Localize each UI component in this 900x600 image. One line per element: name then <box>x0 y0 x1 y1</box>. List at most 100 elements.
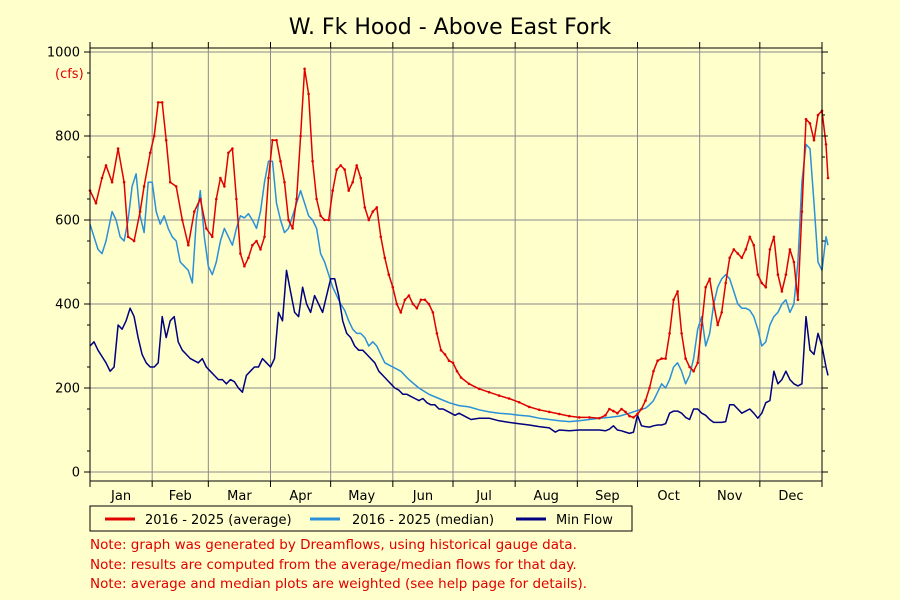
series-line-min-flow <box>89 269 829 435</box>
data-point-average <box>181 218 184 222</box>
data-point-average <box>323 218 326 222</box>
data-point-average <box>644 399 647 402</box>
data-point-average <box>363 206 367 209</box>
legend-label-min-flow: Min Flow <box>556 513 613 528</box>
data-point-average <box>628 414 631 418</box>
data-point-average <box>676 290 679 293</box>
data-point-average <box>351 180 355 184</box>
data-point-average <box>403 298 407 302</box>
data-point-average <box>598 416 601 420</box>
data-point-average <box>640 407 643 411</box>
data-point-average <box>279 159 282 163</box>
data-point-average <box>379 235 383 239</box>
data-point-average <box>423 298 427 302</box>
x-tick-label: Mar <box>227 489 252 504</box>
series-layer <box>88 67 830 435</box>
x-tick-label: May <box>348 489 375 504</box>
x-tick-label: Jun <box>412 489 433 504</box>
data-point-average <box>126 235 130 239</box>
legend: 2016 - 2025 (average) 2016 - 2025 (media… <box>89 505 633 532</box>
data-point-average <box>517 401 521 404</box>
data-point-average <box>527 405 531 409</box>
data-point-average <box>447 359 451 363</box>
data-point-average <box>205 227 208 230</box>
data-point-average <box>375 206 379 209</box>
legend-label-median: 2016 - 2025 (median) <box>352 513 494 528</box>
data-point-average <box>275 138 278 142</box>
data-point-average <box>752 243 756 247</box>
data-point-average <box>439 348 443 352</box>
data-point-average <box>251 243 254 247</box>
x-tick-label: Dec <box>778 489 803 504</box>
data-point-average <box>684 357 687 360</box>
data-point-average <box>435 332 439 335</box>
data-point-average <box>174 185 178 188</box>
grid-lines <box>90 48 822 481</box>
data-point-average <box>812 138 816 142</box>
x-tick-label: Oct <box>657 489 679 504</box>
data-point-average <box>700 323 703 327</box>
notes-block: Note: graph was generated by Dreamflows,… <box>90 536 587 595</box>
y-axis-unit-label: (cfs) <box>55 67 84 82</box>
data-point-average <box>664 357 667 360</box>
data-point-average <box>748 235 752 239</box>
data-point-average <box>411 302 415 306</box>
data-point-average <box>94 201 98 205</box>
data-point-average <box>578 416 581 419</box>
data-point-average <box>451 361 455 365</box>
data-point-average <box>548 410 551 414</box>
data-point-average <box>507 397 511 400</box>
x-tick-label: Sep <box>595 489 620 504</box>
data-point-average <box>652 369 655 373</box>
y-tick-labels: 0 200 400 600 800 1000 <box>47 46 80 481</box>
data-point-average <box>656 359 659 363</box>
data-point-average <box>660 357 663 360</box>
data-point-average <box>796 298 800 302</box>
data-point-average <box>487 390 491 394</box>
data-point-average <box>443 353 447 356</box>
y-tick-label: 0 <box>72 466 80 481</box>
data-point-average <box>122 180 126 184</box>
data-point-average <box>760 281 764 285</box>
note-line: Note: graph was generated by Dreamflows,… <box>90 537 577 553</box>
data-point-average <box>215 197 218 201</box>
data-point-average <box>223 185 226 188</box>
data-point-average <box>467 382 471 386</box>
data-point-average <box>339 164 343 167</box>
data-point-average <box>455 369 459 373</box>
data-point-average <box>672 298 675 302</box>
axis-ticks <box>84 42 828 487</box>
data-point-average <box>199 197 202 201</box>
data-point-average <box>343 168 347 171</box>
data-point-average <box>168 180 172 184</box>
data-point-average <box>239 252 242 255</box>
data-point-average <box>263 235 266 239</box>
data-point-average <box>315 197 318 201</box>
data-point-average <box>100 176 104 180</box>
data-point-average <box>156 101 160 104</box>
data-point-average <box>728 256 731 260</box>
data-point-average <box>732 248 736 251</box>
data-point-average <box>680 332 683 335</box>
data-point-average <box>720 311 723 314</box>
y-tick-label: 600 <box>55 214 80 229</box>
y-tick-label: 400 <box>55 298 80 313</box>
data-point-average <box>824 143 828 146</box>
data-point-average <box>768 248 772 251</box>
data-point-average <box>744 248 748 251</box>
data-point-average <box>371 210 375 213</box>
x-tick-label: Nov <box>717 489 743 504</box>
data-point-average <box>431 311 435 314</box>
data-point-average <box>347 189 351 192</box>
series-line-2016-2025-median <box>89 143 829 423</box>
data-point-average <box>724 281 727 285</box>
data-point-average <box>359 176 363 180</box>
legend-label-average: 2016 - 2025 (average) <box>145 513 292 528</box>
y-tick-label: 800 <box>55 130 80 145</box>
data-point-average <box>816 113 820 117</box>
data-point-average <box>477 387 481 391</box>
data-point-average <box>303 67 306 71</box>
data-point-average <box>708 277 711 281</box>
data-point-average <box>259 248 262 251</box>
data-point-average <box>620 407 623 411</box>
